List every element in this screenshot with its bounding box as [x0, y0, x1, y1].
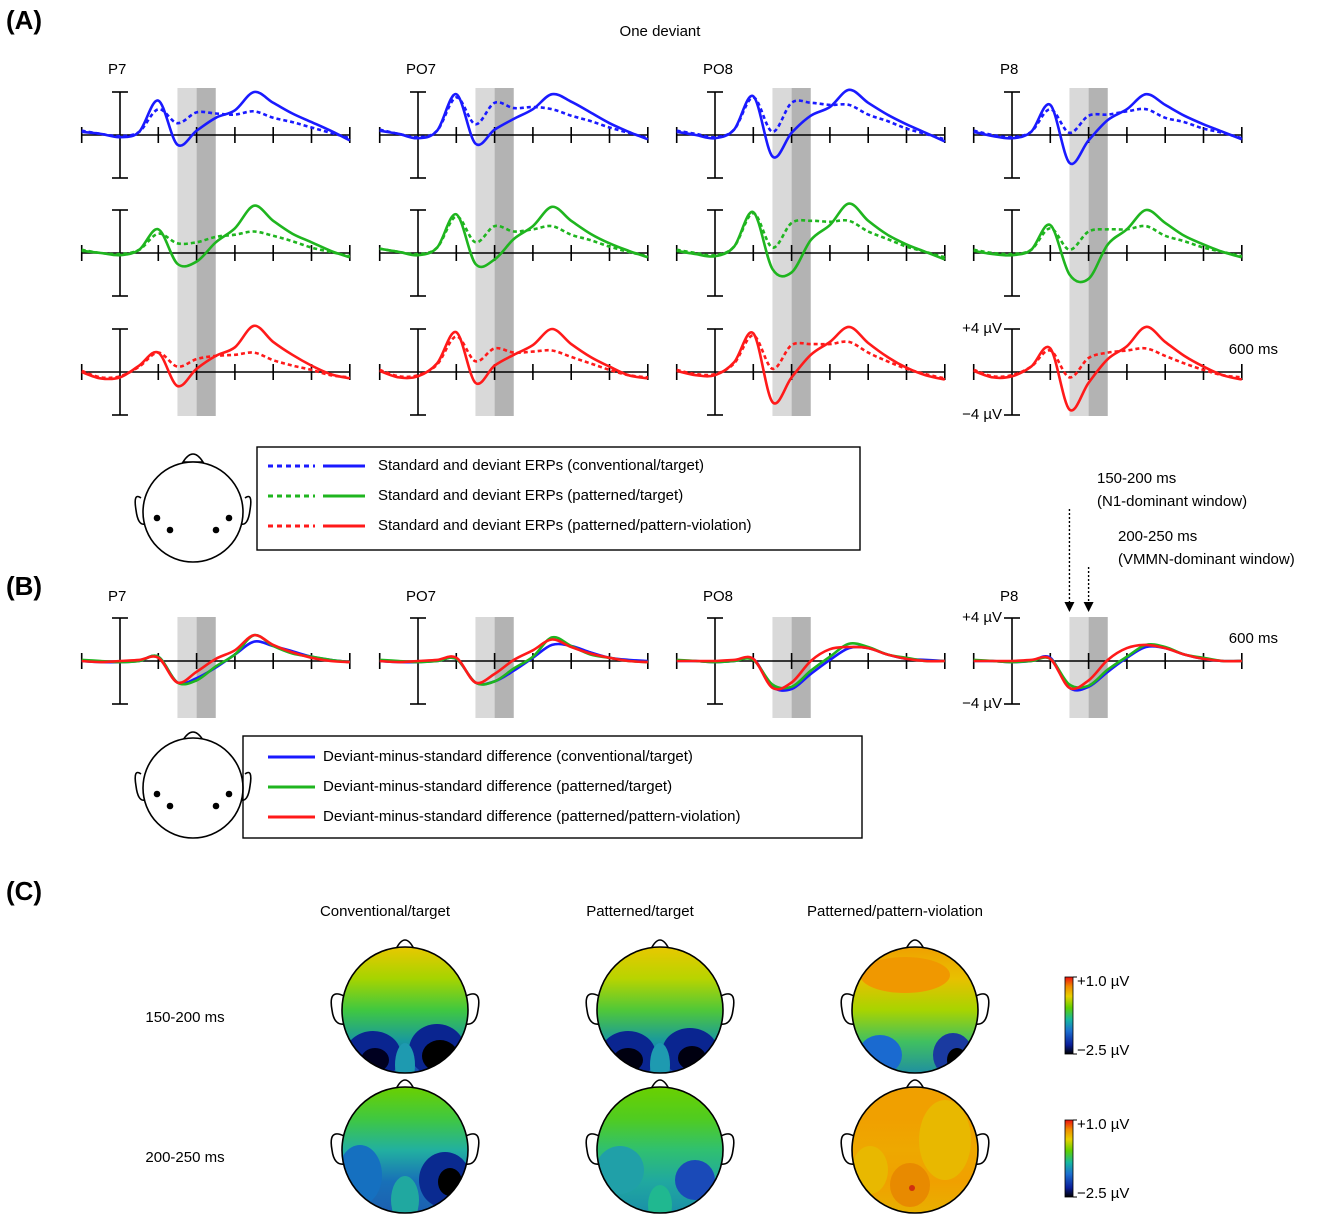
- arrow-head: [1084, 602, 1094, 612]
- electrode-label: PO8: [703, 61, 733, 78]
- topo-region: [852, 1146, 888, 1194]
- x-tick-label: 600 ms: [1229, 341, 1278, 358]
- topo-region: [338, 1145, 382, 1205]
- panel-label: (B): [6, 571, 42, 601]
- electrode-label: P7: [108, 588, 126, 605]
- electrode-label: PO7: [406, 61, 436, 78]
- topomap: [342, 947, 468, 1087]
- panel-label: (C): [6, 876, 42, 906]
- row-label: 150-200 ms: [145, 1009, 224, 1026]
- colorbar-label: +1.0 µV: [1077, 973, 1129, 990]
- legend-label: Deviant-minus-standard difference (patte…: [323, 778, 672, 795]
- y-tick-label: −4 µV: [962, 695, 1002, 712]
- window-sublabel: (N1-dominant window): [1097, 493, 1247, 510]
- topomap: [852, 947, 978, 1077]
- electrode-label: PO8: [703, 588, 733, 605]
- y-tick-label: −4 µV: [962, 406, 1002, 423]
- window-shade: [495, 88, 514, 416]
- y-tick-label: +4 µV: [962, 609, 1002, 626]
- legend-label: Standard and deviant ERPs (patterned/pat…: [378, 517, 752, 534]
- electrode-label: P8: [1000, 61, 1018, 78]
- head-icon: [135, 454, 251, 562]
- topomap: [597, 947, 723, 1087]
- colorbar: [1065, 977, 1073, 1054]
- chart-title: One deviant: [620, 23, 702, 40]
- electrode-label: P8: [1000, 588, 1018, 605]
- x-tick-label: 600 ms: [1229, 630, 1278, 647]
- topo-region: [361, 1048, 389, 1072]
- topo-region: [422, 1040, 458, 1072]
- electrode-label: PO7: [406, 588, 436, 605]
- window-shade: [475, 617, 494, 718]
- window-shade: [1069, 88, 1088, 416]
- column-label: Conventional/target: [320, 903, 451, 920]
- topo-region: [675, 1160, 715, 1200]
- window-label: 200-250 ms: [1118, 528, 1197, 545]
- row-label: 200-250 ms: [145, 1149, 224, 1166]
- legend-label: Standard and deviant ERPs (patterned/tar…: [378, 487, 683, 504]
- window-label: 150-200 ms: [1097, 470, 1176, 487]
- window-shade: [772, 617, 791, 718]
- head-icon: [135, 732, 251, 838]
- figure: (A) (B) (C) One deviant P7 PO7 PO8 P8 Standa…: [0, 0, 1320, 1217]
- panel-label: (A): [6, 5, 42, 35]
- topo-region: [909, 1185, 915, 1191]
- window-shade: [1089, 617, 1108, 718]
- topo-region: [890, 1163, 930, 1207]
- arrow-head: [1064, 602, 1074, 612]
- window-sublabel: (VMMN-dominant window): [1118, 551, 1295, 568]
- window-shade: [177, 617, 196, 718]
- legend-label: Standard and deviant ERPs (conventional/…: [378, 457, 704, 474]
- colorbar-label: +1.0 µV: [1077, 1116, 1129, 1133]
- colorbar: [1065, 1120, 1073, 1197]
- legend-label: Deviant-minus-standard difference (patte…: [323, 808, 740, 825]
- colorbar-label: −2.5 µV: [1077, 1185, 1129, 1202]
- topo-region: [858, 1035, 902, 1075]
- y-tick-label: +4 µV: [962, 320, 1002, 337]
- colorbar-label: −2.5 µV: [1077, 1042, 1129, 1059]
- electrode-label: P7: [108, 61, 126, 78]
- column-label: Patterned/target: [586, 903, 694, 920]
- topo-region: [919, 1100, 971, 1180]
- topo-region: [947, 1048, 967, 1072]
- window-shade: [1069, 617, 1088, 718]
- window-shade: [792, 617, 811, 718]
- column-label: Patterned/pattern-violation: [807, 903, 983, 920]
- legend-label: Deviant-minus-standard difference (conve…: [323, 748, 693, 765]
- topo-region: [596, 1146, 644, 1194]
